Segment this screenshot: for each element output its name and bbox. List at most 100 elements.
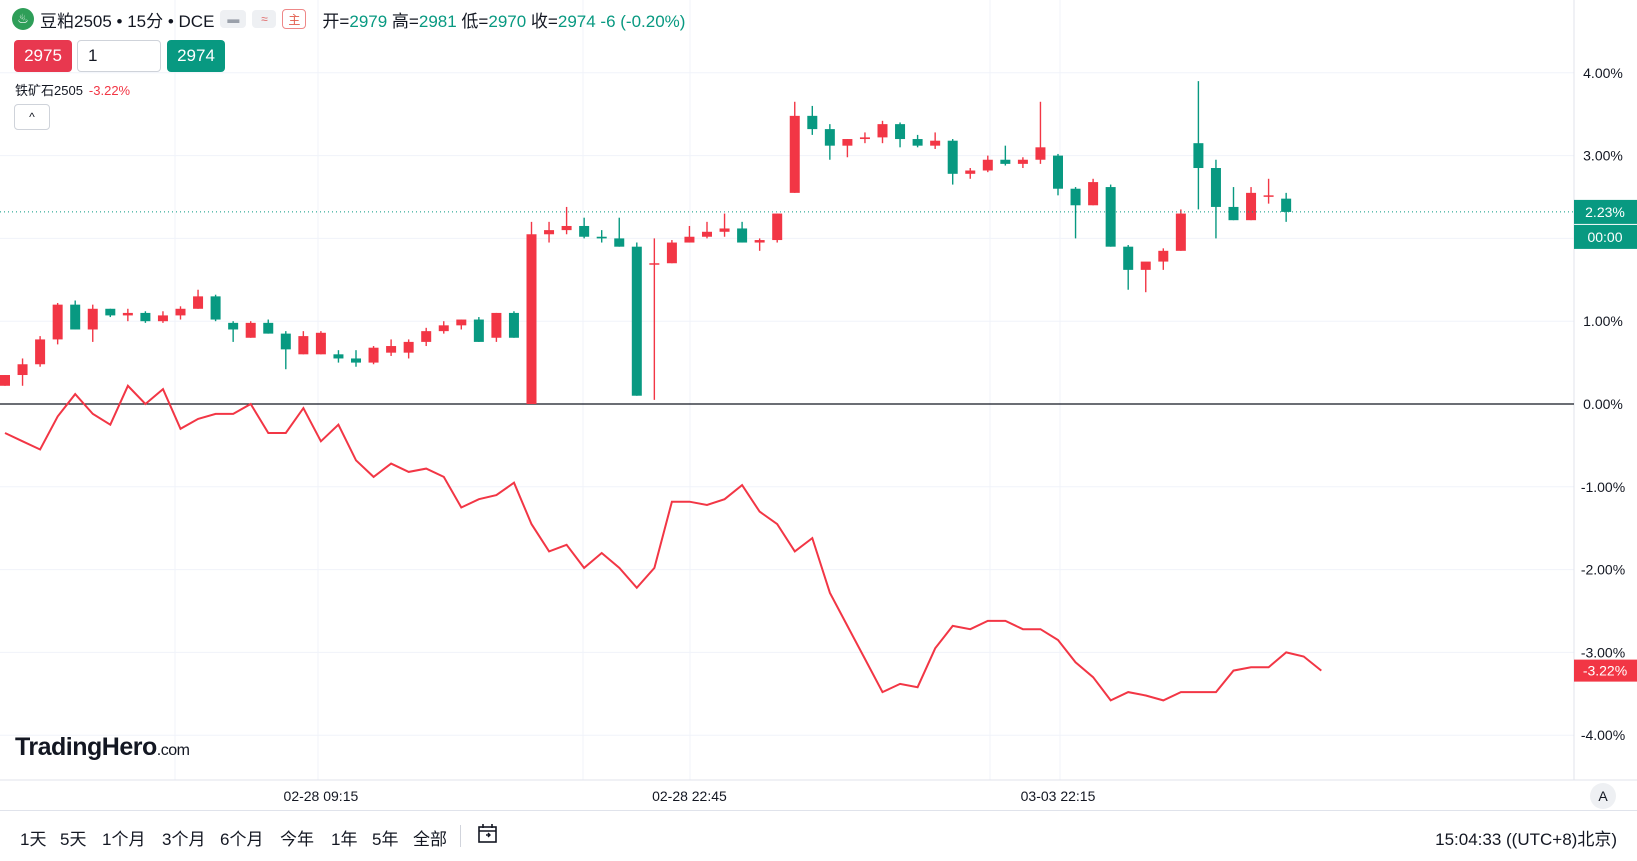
symbol-title[interactable]: 豆粕2505 • 15分 • DCE bbox=[40, 11, 215, 31]
range-1m[interactable]: 1个月 bbox=[102, 830, 146, 849]
candle bbox=[719, 213, 730, 237]
brand-name: TradingHero bbox=[15, 733, 157, 761]
candle bbox=[1228, 187, 1239, 221]
ohlc-close: 2974 bbox=[557, 11, 596, 31]
candle bbox=[298, 331, 309, 355]
candle bbox=[579, 217, 590, 239]
candle-body bbox=[438, 325, 449, 332]
sell-button[interactable]: 2975 bbox=[14, 40, 72, 72]
clock-timezone[interactable]: 15:04:33 ((UTC+8)北京) bbox=[1435, 830, 1617, 849]
candle-body bbox=[35, 339, 46, 365]
candle-body bbox=[877, 124, 888, 138]
candle bbox=[947, 139, 958, 185]
candle-body bbox=[228, 322, 239, 330]
range-5d[interactable]: 5天 bbox=[60, 830, 87, 849]
candle bbox=[70, 300, 81, 330]
candle-body bbox=[1088, 182, 1099, 206]
candle-body bbox=[491, 312, 502, 338]
quantity-input[interactable]: 1 bbox=[77, 40, 161, 72]
y-tick-label: -3.00% bbox=[1581, 644, 1625, 660]
range-1d[interactable]: 1天 bbox=[20, 830, 47, 849]
candle bbox=[333, 350, 344, 363]
candle bbox=[544, 221, 555, 243]
candle-body bbox=[140, 312, 151, 322]
candle bbox=[859, 132, 870, 144]
candle-body bbox=[351, 358, 361, 363]
candle bbox=[702, 221, 712, 239]
candle-body bbox=[245, 322, 256, 338]
candle-body bbox=[702, 231, 712, 237]
candle-body bbox=[824, 129, 835, 146]
candle-body bbox=[649, 263, 660, 265]
ohlc-readout: 开=2979 高=2981 低=2970 收=2974 -6 (-0.20%) bbox=[322, 7, 685, 32]
time-axis[interactable]: 02-28 09:15 02-28 22:45 03-03 22:15 bbox=[284, 788, 1096, 804]
countdown-tag bbox=[1574, 224, 1637, 249]
range-1y[interactable]: 1年 bbox=[331, 830, 358, 849]
price-axis[interactable]: 4.00%3.00%2.00%1.00%0.00%-1.00%-2.00%-3.… bbox=[1574, 65, 1637, 743]
range-all[interactable]: 全部 bbox=[413, 830, 447, 849]
compare-symbol: 铁矿石2505 bbox=[15, 83, 83, 98]
candle bbox=[807, 105, 818, 135]
ohlc-open-key: 开= bbox=[322, 11, 350, 31]
candle bbox=[1000, 145, 1011, 166]
candle bbox=[245, 321, 256, 338]
candle bbox=[1070, 187, 1081, 239]
candle-body bbox=[614, 238, 625, 247]
candle-body bbox=[1263, 195, 1274, 197]
compare-change: -3.22% bbox=[88, 83, 131, 98]
toolbar-divider bbox=[460, 825, 461, 847]
ohlc-high: 2981 bbox=[418, 11, 457, 31]
y-tick-label: -2.00% bbox=[1581, 562, 1625, 578]
candle-body bbox=[421, 331, 432, 342]
y-tick-label: 0.00% bbox=[1583, 396, 1623, 412]
candle-body bbox=[842, 139, 853, 146]
candle bbox=[193, 289, 204, 309]
candle-body bbox=[807, 115, 818, 130]
candle bbox=[1105, 184, 1116, 247]
candle-body bbox=[982, 159, 993, 171]
candle bbox=[754, 238, 765, 251]
x-tick-label: 03-03 22:15 bbox=[1021, 788, 1096, 804]
candle bbox=[930, 132, 941, 149]
brand-watermark: TradingHero.com bbox=[15, 733, 190, 762]
candle-body bbox=[193, 296, 204, 309]
candle bbox=[438, 321, 449, 334]
candle-body bbox=[789, 115, 800, 193]
range-3m[interactable]: 3个月 bbox=[162, 830, 206, 849]
candle-body bbox=[895, 124, 906, 140]
candle bbox=[228, 321, 239, 342]
chevron-up-icon: ^ bbox=[29, 110, 35, 124]
candle bbox=[649, 238, 660, 400]
candle bbox=[877, 120, 888, 144]
candle bbox=[491, 312, 502, 342]
candle bbox=[631, 242, 642, 396]
candle bbox=[596, 230, 607, 243]
candle bbox=[351, 350, 361, 367]
calendar-goto-icon[interactable] bbox=[475, 821, 501, 847]
candle bbox=[421, 327, 432, 347]
collapse-legend-button[interactable]: ^ bbox=[14, 104, 50, 130]
candle bbox=[912, 134, 923, 148]
candle bbox=[403, 339, 414, 359]
candle-body bbox=[473, 319, 484, 342]
range-6m[interactable]: 6个月 bbox=[220, 830, 264, 849]
auto-scale-button[interactable]: A bbox=[1590, 783, 1616, 809]
compare-legend[interactable]: 铁矿石2505 -3.22% bbox=[15, 80, 130, 99]
candle-body bbox=[122, 312, 133, 316]
candle bbox=[0, 375, 10, 386]
candle bbox=[87, 304, 98, 342]
buy-button[interactable]: 2974 bbox=[167, 40, 225, 72]
symbol-logo-icon: ♨ bbox=[12, 8, 34, 30]
candle bbox=[1210, 159, 1221, 239]
range-ytd[interactable]: 今年 bbox=[280, 830, 314, 849]
bottom-toolbar: 1天 5天 1个月 3个月 6个月 今年 1年 5年 全部 15:04:33 (… bbox=[0, 810, 1637, 861]
candle-body bbox=[52, 304, 63, 340]
candle-body bbox=[1140, 261, 1151, 270]
candle bbox=[1193, 81, 1204, 210]
candle bbox=[1053, 153, 1063, 196]
candle bbox=[1035, 101, 1046, 164]
ohlc-low-key: 低= bbox=[461, 11, 489, 31]
compare-series bbox=[4, 384, 1322, 702]
range-5y[interactable]: 5年 bbox=[372, 830, 399, 849]
candle bbox=[982, 155, 993, 173]
